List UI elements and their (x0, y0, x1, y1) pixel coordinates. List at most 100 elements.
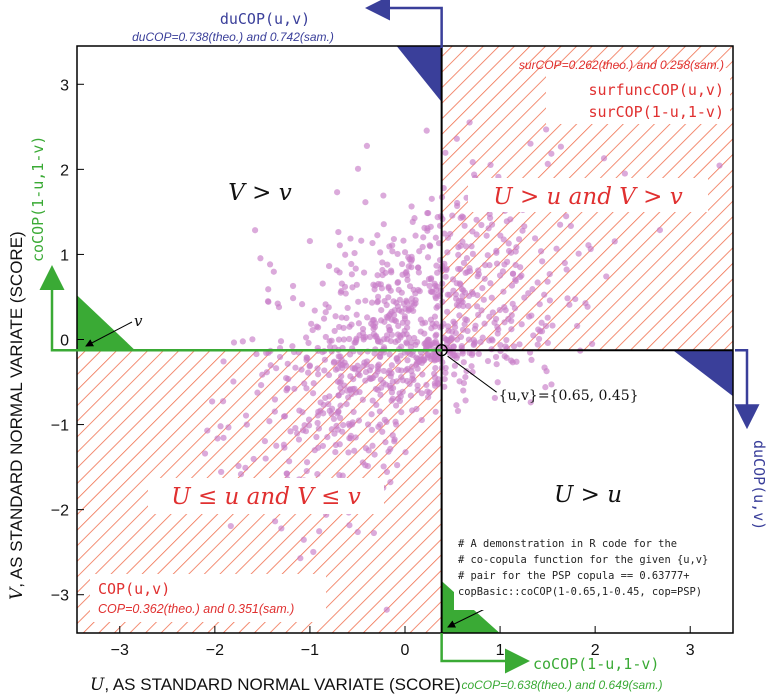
scatter-point (259, 371, 266, 378)
svg-text:U > u and V > v: U > u and V > v (493, 184, 682, 210)
scatter-point (303, 467, 310, 475)
region-label-upper-right: U > u and V > v (468, 178, 708, 212)
scatter-point (364, 421, 372, 428)
scatter-point (314, 419, 321, 427)
scatter-point (391, 438, 398, 445)
scatter-point (493, 247, 500, 254)
scatter-point (299, 409, 306, 416)
scatter-point (494, 330, 501, 337)
scatter-point (305, 416, 313, 423)
ducop-top-label: duCOP(u,v) (220, 10, 310, 28)
scatter-point (538, 319, 545, 326)
scatter-point (342, 290, 349, 297)
scatter-point (321, 356, 328, 363)
scatter-point (362, 445, 370, 452)
scatter-point (404, 276, 411, 283)
cocop-left-arrow (39, 265, 442, 352)
scatter-point (600, 155, 608, 162)
svg-text:U > u: U > u (554, 482, 622, 508)
scatter-point (289, 343, 296, 350)
scatter-point (462, 316, 469, 323)
scatter-point (512, 248, 519, 255)
scatter-point (505, 240, 512, 247)
scatter-point (334, 365, 341, 372)
scatter-point (378, 285, 386, 292)
scatter-point (351, 249, 358, 257)
scatter-point (415, 269, 422, 276)
scatter-point (492, 353, 500, 361)
scatter-point (265, 298, 272, 305)
scatter-point (355, 320, 362, 327)
scatter-point (504, 258, 511, 265)
scatter-point (369, 397, 376, 404)
scatter-point (298, 301, 306, 308)
scatter-point (359, 459, 366, 466)
cocop-left-label: coCOP(1-u,1-v) (29, 136, 47, 262)
scatter-point (378, 306, 385, 314)
scatter-point (393, 402, 400, 409)
scatter-point (306, 237, 313, 245)
scatter-point (370, 529, 377, 537)
scatter-point (383, 301, 390, 309)
scatter-point (563, 266, 570, 273)
scatter-point (513, 358, 520, 365)
scatter-point (361, 359, 368, 366)
scatter-point (404, 357, 411, 364)
scatter-point (534, 279, 541, 286)
scatter-point (419, 320, 426, 327)
scatter-point (401, 313, 408, 320)
scatter-point (258, 382, 265, 389)
scatter-point (572, 295, 579, 303)
scatter-point (487, 280, 494, 287)
scatter-point (484, 252, 491, 259)
scatter-point (548, 381, 555, 388)
scatter-point (339, 428, 346, 435)
scatter-point (541, 364, 548, 371)
scatter-point (379, 266, 386, 274)
scatter-point (375, 361, 382, 368)
scatter-point (403, 331, 410, 338)
scatter-point (283, 470, 291, 477)
scatter-point (537, 248, 545, 255)
scatter-point (322, 333, 329, 341)
y-axis-label: V, AS STANDARD NORMAL VARIATE (SCORE) (7, 231, 27, 600)
scatter-point (403, 367, 410, 374)
scatter-point (346, 522, 353, 529)
scatter-point (561, 259, 568, 267)
y-tick-label: −1 (51, 418, 69, 435)
y-tick-label: −3 (51, 588, 69, 605)
scatter-point (487, 161, 494, 169)
scatter-point (265, 286, 272, 293)
scatter-point (480, 296, 487, 303)
scatter-point (507, 216, 514, 223)
scatter-point (386, 326, 393, 334)
scatter-point (389, 378, 396, 385)
scatter-point (379, 428, 386, 435)
scatter-point (508, 282, 516, 289)
scatter-point (225, 424, 232, 431)
scatter-point (453, 135, 460, 142)
scatter-point (383, 606, 390, 613)
scatter-point (337, 289, 344, 296)
scatter-point (303, 354, 310, 361)
scatter-point (557, 143, 564, 150)
scatter-point (379, 271, 386, 279)
scatter-point (273, 442, 280, 449)
scatter-point (518, 321, 525, 328)
v-label-arrow (85, 321, 133, 347)
scatter-point (508, 357, 515, 364)
scatter-point (394, 279, 401, 286)
scatter-point (456, 312, 463, 319)
scatter-point (353, 337, 360, 344)
scatter-point (201, 450, 209, 457)
scatter-point (368, 411, 375, 418)
scatter-point (379, 259, 386, 266)
uv-point-leader (447, 355, 497, 393)
scatter-point (458, 213, 466, 220)
ducop-right-label: duCOP(u,v) (750, 440, 768, 530)
scatter-point (424, 352, 431, 359)
scatter-point (442, 149, 449, 156)
scatter-point (432, 408, 439, 415)
scatter-point (442, 364, 449, 372)
scatter-point (306, 363, 313, 370)
